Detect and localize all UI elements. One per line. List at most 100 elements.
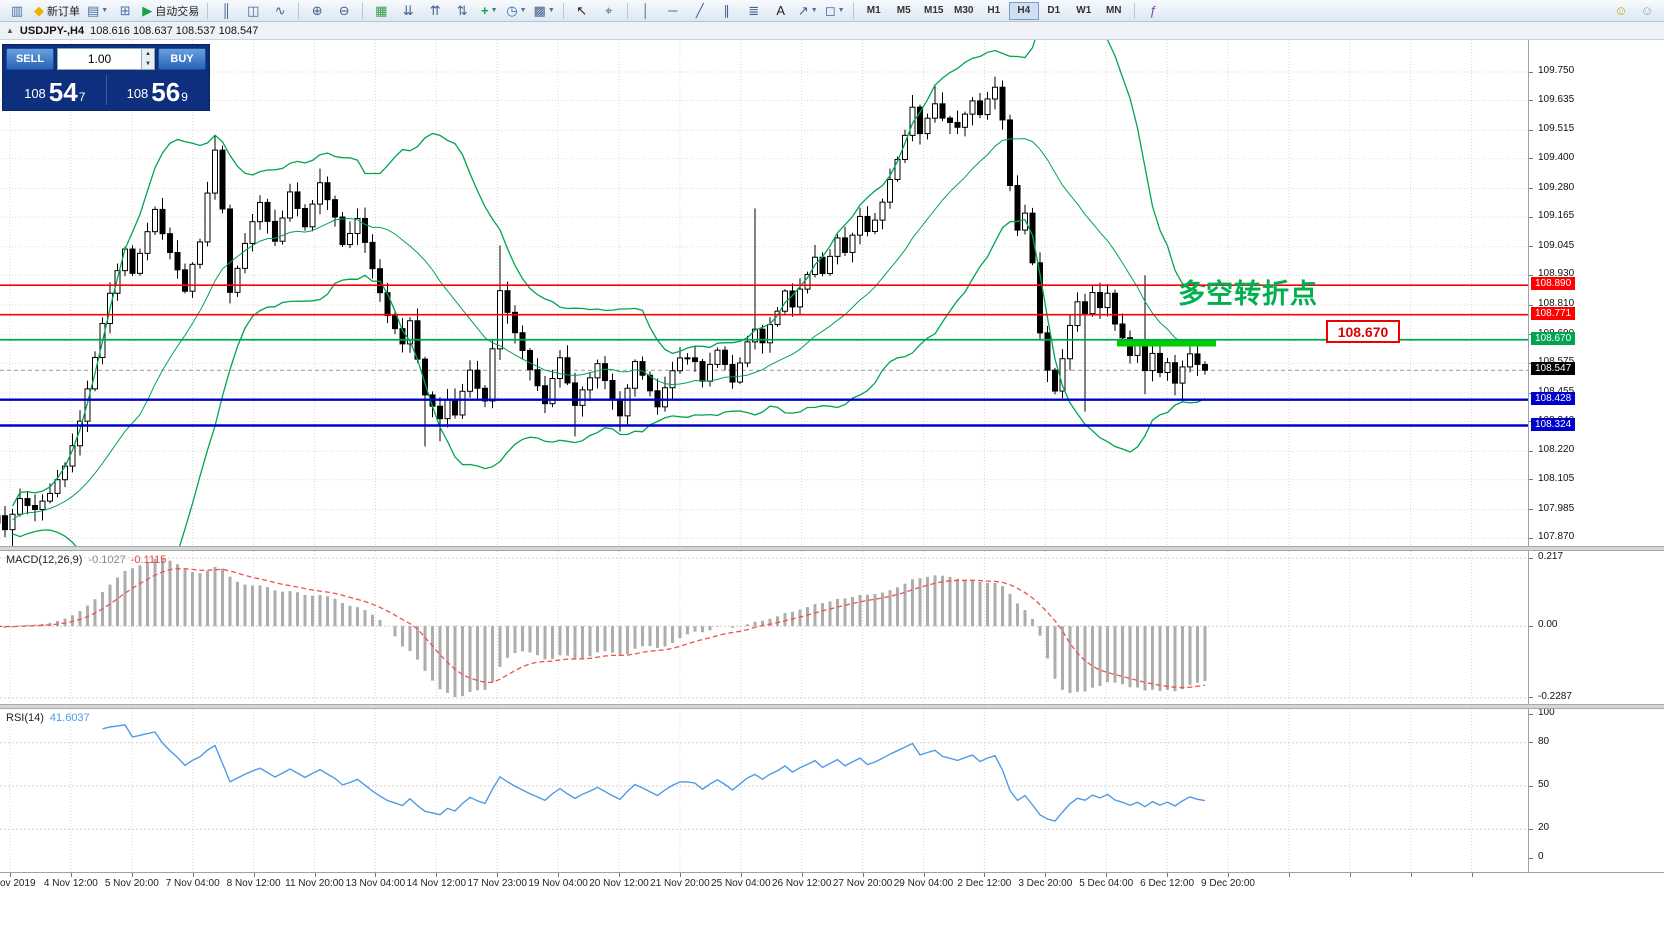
time-tick-mark [497,873,499,877]
tile-windows-button[interactable]: ▦ [368,1,394,21]
profiles-button[interactable]: ▤ ▼ [84,1,111,21]
period-button[interactable]: ◷ ▼ [503,1,529,21]
timeframe-button-D1[interactable]: D1 [1047,5,1061,16]
vertical-line-tool-button[interactable]: │ [633,1,659,21]
panel-separator[interactable] [0,546,1664,551]
collapse-icon[interactable]: ▲ [6,26,14,35]
macd-panel-plot[interactable] [0,551,1528,704]
axis-tick-mark [1529,274,1533,276]
price-axis-tag: 108.670 [1531,331,1576,345]
chart-window-icon[interactable]: ▥ [4,1,30,21]
dropdown-arrow-icon: ▼ [490,7,498,14]
toolbar-separator [562,2,564,19]
rsi-axis-label: 20 [1538,822,1550,834]
main-price-axis[interactable]: 109.750 109.635 109.515 109.400 109.280 109.1… [1528,40,1664,546]
axis-tick-mark [1529,697,1533,699]
template-button[interactable]: ▩ ▼ [531,1,558,21]
timeframe-button-W1[interactable]: W1 [1076,5,1092,16]
data-window-button[interactable]: ⊞ [112,1,138,21]
axis-tick-mark [1529,71,1533,73]
zoom-in-button[interactable]: ⊕ [304,1,330,21]
price-label-object[interactable]: 108.670 [1326,320,1400,343]
autotrading-button[interactable]: ▶ 自动交易 [139,1,202,21]
channel-tool-button[interactable]: ∥ [714,1,740,21]
buy-price-sup: 9 [181,90,188,104]
toolbar-separator [298,2,300,19]
bar-chart-button[interactable]: ║ [213,1,239,21]
sell-price[interactable]: 108 54 7 [6,73,104,107]
timeframe-button-H1[interactable]: H1 [987,5,1001,16]
rsi-panel-plot[interactable] [0,709,1528,872]
volume-up-button[interactable]: ▲ [141,49,154,59]
community-button[interactable]: ☺ [1608,1,1634,21]
sell-price-sup: 7 [78,90,86,104]
macd-axis-label: 0.217 [1538,551,1564,562]
crosshair-icon: ⌖ [605,3,613,18]
fibonacci-tool-button[interactable]: ≣ [741,1,767,21]
time-tick-mark [801,873,803,877]
new-order-button[interactable]: ◆ 新订单 [31,1,83,21]
trendline-tool-button[interactable]: ╱ [687,1,713,21]
timeframe-button-H4[interactable]: H4 [1008,1,1039,20]
line-chart-button[interactable]: ∿ [267,1,293,21]
price-axis-label: 108.810 [1538,298,1575,310]
cursor-tool-button[interactable]: ↖ [569,1,595,21]
shapes-tool-button[interactable]: ◻ ▼ [822,1,848,21]
price-axis-label: 108.105 [1538,472,1575,484]
chart-icon: ▥ [10,3,24,18]
profiles-icon: ▤ [87,3,100,18]
crosshair-tool-button[interactable]: ⌖ [596,1,622,21]
help-icon: ☺ [1640,3,1654,18]
turning-point-annotation[interactable]: 多空转折点 [1178,279,1318,309]
indicators-button[interactable]: ƒ [1140,1,1166,21]
time-axis-label: 14 Nov 12:00 [406,878,467,889]
text-tool-button[interactable]: A [768,1,794,21]
buy-button[interactable]: BUY [158,48,206,70]
time-axis-label: 21 Nov 20:00 [650,878,710,889]
time-axis-label: 6 Dec 12:00 [1140,878,1195,889]
panel-separator[interactable] [0,704,1664,709]
help-button[interactable]: ☺ [1634,1,1660,21]
buy-price-big: 56 [151,77,181,107]
sell-button[interactable]: SELL [6,48,54,70]
zoom-out-button[interactable]: ⊖ [331,1,357,21]
time-axis-label: 13 Nov 04:00 [345,878,406,889]
horizontal-line-tool-button[interactable]: ─ [660,1,686,21]
timeframe-button-MN[interactable]: MN [1105,5,1122,16]
timeframe-button-M30[interactable]: M30 [954,5,974,16]
main-chart-plot[interactable] [0,40,1528,546]
rsi-axis-label: 80 [1538,735,1550,747]
timeframe-button-M15[interactable]: M15 [924,5,944,16]
arrange-up-button[interactable]: ⇈ [422,1,448,21]
price-axis-label: 108.455 [1538,386,1574,397]
time-tick-mark [70,873,72,877]
time-axis-label: 9 Dec 20:00 [1201,878,1255,889]
time-axis[interactable]: 1 Nov 2019 4 Nov 12:00 5 Nov 20:00 7 Nov 04… [0,872,1664,897]
timeframe-button-M5[interactable]: M5 [896,5,911,16]
axis-tick-mark [1529,785,1533,787]
price-axis-tag: 108.890 [1531,277,1576,291]
volume-down-button[interactable]: ▼ [141,59,154,69]
time-tick-mark [436,873,438,877]
volume-spinner: ▲ ▼ [141,49,154,69]
arrange-cascade-button[interactable]: ⇅ [449,1,475,21]
candlestick-chart-button[interactable]: ◫ [240,1,266,21]
add-chart-button[interactable]: + ▼ [476,1,502,21]
time-tick-mark [984,873,986,877]
time-axis-label: 26 Nov 12:00 [771,878,832,889]
toolbar-separator [852,2,854,19]
time-tick-mark [1288,873,1290,877]
price-axis-tag: 108.547 [1531,362,1576,376]
arrange-down-button[interactable]: ⇊ [395,1,421,21]
timeframe-button-M1[interactable]: M1 [866,5,881,16]
price-axis-tag: 108.428 [1531,391,1576,405]
buy-price[interactable]: 108 56 9 [109,73,207,107]
toolbar-separator [626,2,628,19]
axis-tick-mark [1529,625,1533,627]
macd-histogram [3,558,1207,697]
shapes-icon: ◻ [824,3,836,18]
time-axis-label: 2 Dec 12:00 [957,878,1012,889]
volume-input[interactable]: 1.00 ▲ ▼ [57,48,155,70]
arrow-tool-button[interactable]: ↗ ▼ [795,1,821,21]
